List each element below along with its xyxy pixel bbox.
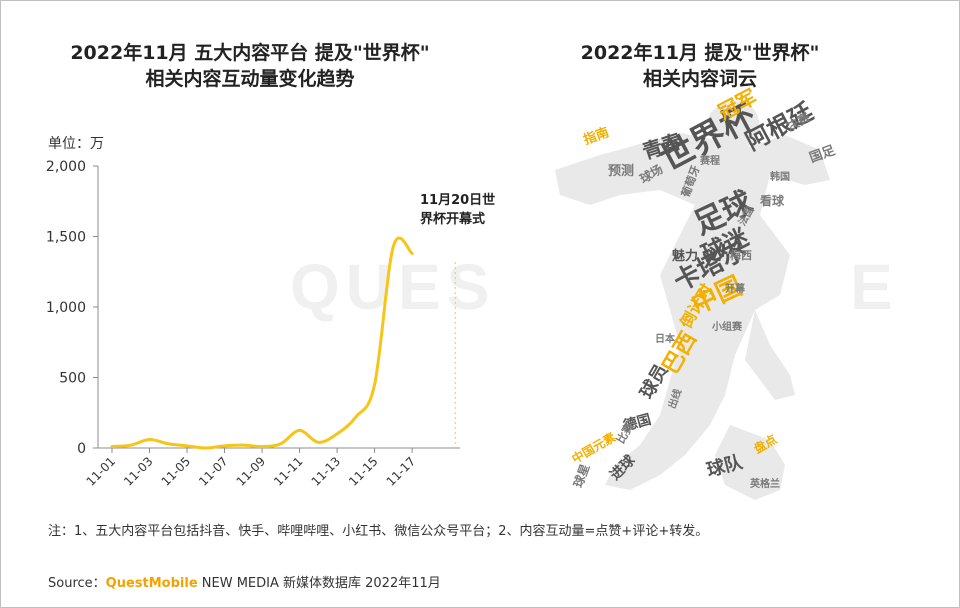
x-tick-label: 11-03	[121, 454, 156, 489]
x-tick-label: 11-07	[196, 454, 231, 489]
opening-ceremony-annotation: 11月20日世 界杯开幕式	[420, 191, 510, 229]
y-tick-label: 500	[59, 371, 86, 387]
x-tick-label: 11-11	[271, 454, 306, 489]
x-tick-label: 11-13	[309, 454, 344, 489]
annotation-line2: 界杯开幕式	[420, 212, 486, 227]
word-cloud-term: 日本	[655, 334, 675, 345]
x-tick-label: 11-15	[346, 454, 381, 489]
y-tick-label: 0	[77, 441, 86, 457]
word-cloud-term: 魅力	[672, 249, 699, 264]
interaction-series-line	[110, 236, 414, 450]
word-cloud-term: 小组赛	[712, 322, 742, 333]
x-tick-label: 11-09	[234, 454, 269, 489]
unit-label: 单位：万	[48, 136, 104, 152]
right-title-line2: 相关内容词云	[642, 68, 757, 90]
y-tick-label: 2,000	[46, 159, 86, 175]
left-title-line1: 2022年11月 五大内容平台 提及"世界杯"	[70, 42, 430, 64]
word-cloud-term: 看球	[760, 194, 785, 208]
word-cloud-term: 预测	[608, 164, 635, 179]
right-chart-title: 2022年11月 提及"世界杯" 相关内容词云	[520, 40, 880, 92]
word-cloud-term: 开幕	[725, 284, 745, 295]
source-text: NEW MEDIA 新媒体数据库 2022年11月	[201, 576, 441, 591]
left-chart-title: 2022年11月 五大内容平台 提及"世界杯" 相关内容互动量变化趋势	[40, 40, 460, 92]
annotation-line1: 11月20日世	[420, 193, 496, 208]
x-tick-label: 11-17	[384, 454, 419, 489]
word-cloud-term: 英格兰	[750, 479, 780, 490]
world-cup-word-cloud: 世界杯 足球 阿根廷 球迷 卡塔尔 中国 冠军 青春 巴西 球员 球队 倒计时 指南 预测 德国 进球 魅力 决赛…	[520, 84, 940, 505]
source-brand: QuestMobile	[105, 576, 198, 591]
left-title-line2: 相关内容互动量变化趋势	[145, 68, 355, 90]
y-tick-label: 1,000	[46, 300, 86, 316]
x-tick-label: 11-05	[159, 454, 194, 489]
source-line: Source：QuestMobile NEW MEDIA 新媒体数据库 2022…	[48, 572, 441, 591]
footnote: 注：1、五大内容平台包括抖音、快手、哔哩哔哩、小红书、微信公众号平台；2、内容互…	[48, 524, 709, 539]
watermark-right: E	[850, 251, 899, 323]
player-silhouette	[555, 101, 830, 500]
word-cloud-term: 梅西	[730, 249, 752, 262]
source-label: Source：	[48, 576, 106, 591]
y-tick-label: 1,500	[46, 230, 86, 246]
right-title-line1: 2022年11月 提及"世界杯"	[580, 42, 820, 64]
word-cloud-term: 韩国	[770, 172, 790, 183]
word-cloud-term: 赛程	[700, 156, 720, 167]
x-tick-label: 11-01	[84, 454, 119, 489]
